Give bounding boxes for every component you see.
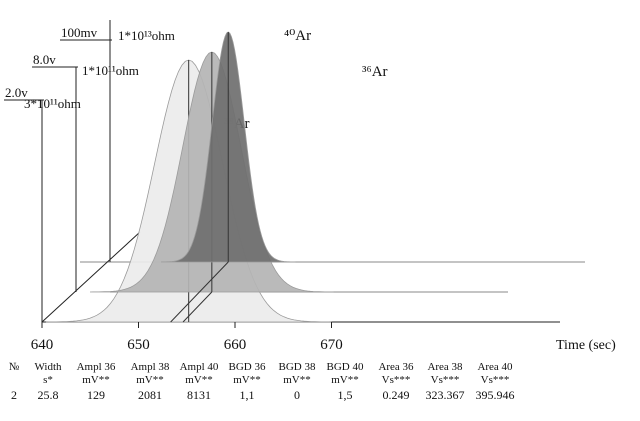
table-header-unit: Vs***	[381, 374, 411, 386]
table-header-row-2: s* mV** mV** mV** mV** mV** mV** Vs*** Vs*** Vs**…	[4, 373, 636, 387]
table-header-unit: mV**	[331, 374, 359, 386]
table-header-cell: BGD 40	[326, 361, 364, 373]
range-label-0: 2.0v	[5, 85, 28, 100]
series-label-2: ³⁶Ar	[362, 64, 388, 80]
x-tick-label-1: 650	[127, 337, 150, 353]
table-header-cell: Area 36	[378, 361, 414, 373]
table-header-cell: №	[8, 361, 20, 373]
table-cell: 2081	[138, 388, 162, 402]
table-header-cell: BGD 38	[278, 361, 316, 373]
depth-axis-line	[41, 231, 141, 323]
resistor-label-2: 1*10¹³ohm	[118, 28, 175, 43]
table-header-unit: Vs***	[430, 374, 460, 386]
table-header-cell: Area 38	[427, 361, 463, 373]
table-header-unit: mV**	[82, 374, 110, 386]
table-header-unit: mV**	[283, 374, 311, 386]
table-header-unit: mV**	[233, 374, 261, 386]
table-cell: 323.367	[425, 388, 465, 402]
x-tick-label-2: 660	[224, 337, 247, 353]
x-axis-label: Time (sec)	[556, 338, 616, 353]
resistor-label-0: 3*10¹¹ohm	[24, 96, 81, 111]
table-cell: 1,1	[239, 388, 255, 402]
table-cell: 25.8	[37, 388, 59, 402]
table-cell: 0.249	[382, 388, 410, 402]
table-cell: 1,5	[337, 388, 353, 402]
table-header-unit: s*	[43, 374, 53, 386]
table-cell: 129	[87, 388, 105, 402]
x-tick-label-3: 670	[320, 337, 343, 353]
peak-projection-2	[170, 261, 229, 323]
table-header-cell: Ampl 38	[130, 361, 170, 373]
table-header-cell: Ampl 40	[179, 361, 219, 373]
table-header-unit: mV**	[185, 374, 213, 386]
table-header-cell: BGD 36	[228, 361, 266, 373]
x-tick-label-0: 640	[31, 337, 54, 353]
table-cell: 395.946	[475, 388, 515, 402]
table-cell: 8131	[187, 388, 211, 402]
table-header-row-1: № Width Ampl 36 Ampl 38 Ampl 40 BGD 36 BGD 38 B…	[4, 360, 636, 374]
table-cell: 2	[11, 388, 17, 402]
range-label-1: 8.0v	[33, 52, 56, 67]
table-header-unit: mV**	[136, 374, 164, 386]
table-header-cell: Ampl 36	[76, 361, 116, 373]
table-header-unit: Vs***	[480, 374, 510, 386]
table-cell: 0	[294, 388, 300, 402]
series-label-1: ⁴⁰Ar	[284, 28, 311, 44]
table-header-cell: Area 40	[477, 361, 513, 373]
table-row: 2 25.8 129 2081 8131 1,1 0 1,5 0.249 323.367 395.9…	[4, 388, 636, 402]
peak-projection-1	[182, 291, 213, 323]
table-header-cell: Width	[34, 361, 62, 373]
range-label-2: 100mv	[61, 25, 98, 40]
